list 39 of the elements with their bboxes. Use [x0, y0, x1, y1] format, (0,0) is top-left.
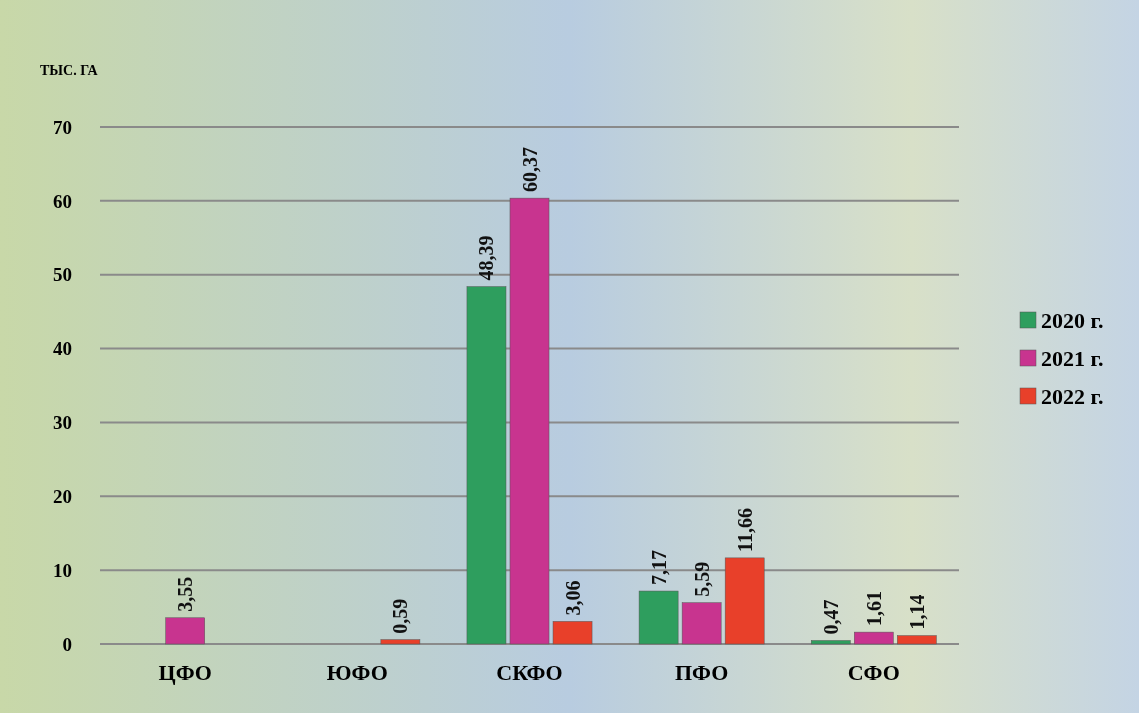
data-label: 60,37: [518, 147, 541, 193]
y-tick-label: 40: [53, 338, 72, 360]
bar: [810, 640, 851, 645]
x-tick-label: СФО: [847, 660, 900, 685]
bar: [638, 590, 679, 645]
x-tick-label: СКФО: [496, 660, 563, 685]
legend-label: 2020 г.: [1041, 307, 1104, 333]
bar: [854, 631, 894, 645]
bar: [466, 286, 507, 645]
x-tick-label: ЦФО: [158, 660, 212, 685]
y-tick-label: 70: [53, 116, 72, 138]
data-label: 0,59: [389, 598, 412, 634]
x-tick-label: ПФО: [674, 660, 729, 685]
x-tick-label: ЮФО: [326, 660, 388, 685]
data-label: 7,17: [647, 550, 670, 586]
data-label: 3,06: [561, 580, 584, 616]
data-label: 5,59: [690, 561, 713, 597]
bar: [509, 197, 550, 645]
y-tick-label: 0: [62, 633, 72, 655]
bar: [681, 602, 722, 645]
legend-label: 2022 г.: [1041, 383, 1104, 409]
y-tick-label: 20: [53, 485, 72, 507]
bar: [165, 617, 205, 645]
y-tick-label: 30: [53, 412, 72, 434]
data-label: 1,61: [862, 591, 885, 627]
data-label: 48,39: [475, 235, 498, 281]
y-tick-label: 10: [53, 559, 72, 581]
bar: [552, 621, 593, 645]
legend-label: 2021 г.: [1041, 345, 1104, 371]
bar: [380, 639, 421, 645]
data-label: 1,14: [905, 594, 928, 630]
y-tick-label: 60: [53, 190, 72, 212]
bar: [897, 635, 937, 645]
data-label: 0,47: [819, 599, 842, 635]
data-label: 3,55: [174, 576, 197, 612]
bar: [724, 557, 765, 645]
data-label: 11,66: [733, 507, 756, 552]
y-axis-title: ТЫС. ГА: [40, 63, 99, 78]
y-tick-label: 50: [53, 264, 72, 286]
